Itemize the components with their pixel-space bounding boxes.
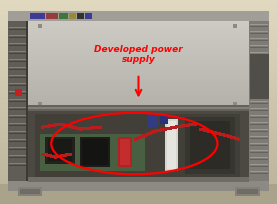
Text: Developed power
supply: Developed power supply <box>94 44 183 64</box>
